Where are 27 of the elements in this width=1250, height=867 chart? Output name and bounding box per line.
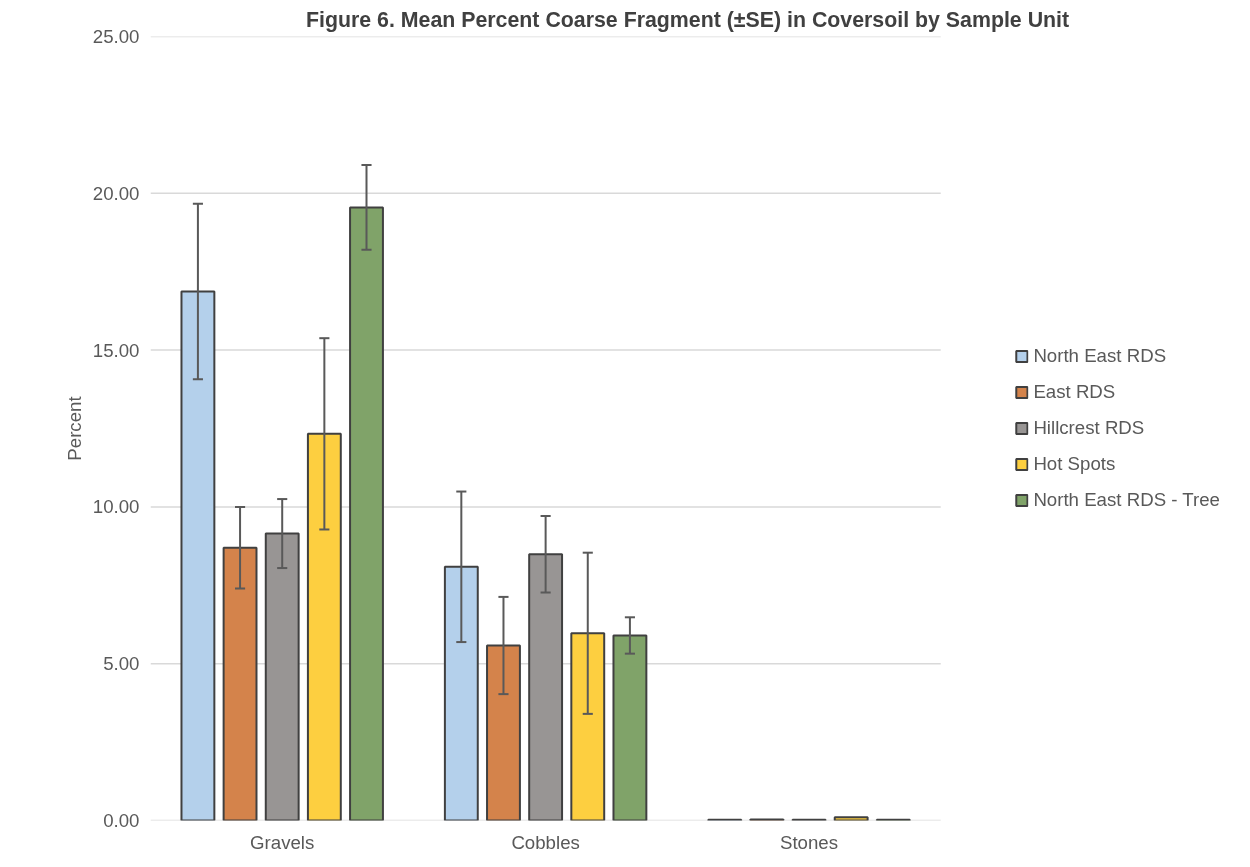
legend-label: Hot Spots bbox=[1033, 453, 1116, 475]
bar bbox=[264, 532, 300, 821]
y-tick-label: 15.00 bbox=[92, 339, 140, 361]
y-axis-title: Percent bbox=[63, 395, 85, 461]
legend-label: Hillcrest RDS bbox=[1033, 417, 1145, 439]
y-tick-label: 20.00 bbox=[92, 182, 140, 204]
bar bbox=[306, 432, 342, 821]
y-tick-label: 25.00 bbox=[92, 26, 140, 47]
y-tick-label: 0.00 bbox=[103, 810, 140, 831]
bar bbox=[833, 816, 869, 821]
bar bbox=[528, 553, 564, 821]
bar bbox=[180, 290, 216, 821]
bar bbox=[222, 546, 258, 821]
x-tick-label: Cobbles bbox=[511, 831, 580, 853]
legend-label: East RDS bbox=[1033, 381, 1116, 403]
bar bbox=[570, 632, 606, 821]
legend-label: North East RDS bbox=[1033, 345, 1167, 367]
y-tick-label: 5.00 bbox=[103, 653, 140, 675]
bar bbox=[612, 634, 648, 821]
x-tick-label: Gravels bbox=[250, 831, 315, 853]
bar bbox=[486, 644, 521, 821]
x-tick-label: Stones bbox=[780, 831, 839, 853]
chart-title: Figure 6. Mean Percent Coarse Fragment (±SE) in Coversoil by Sample Unit bbox=[305, 7, 1070, 32]
legend-label: North East RDS - Tree bbox=[1033, 489, 1220, 511]
bar bbox=[443, 565, 479, 821]
bar bbox=[349, 206, 384, 821]
y-tick-label: 10.00 bbox=[92, 496, 140, 518]
